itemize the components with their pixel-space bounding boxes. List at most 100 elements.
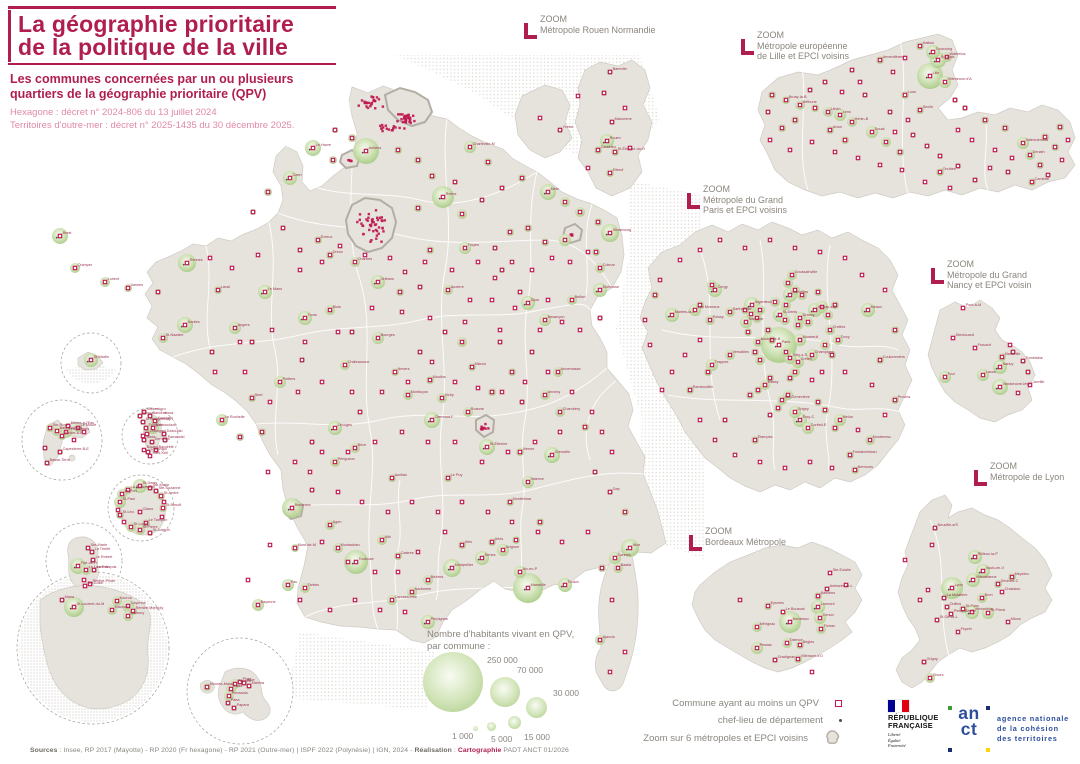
chef-lieu-dot [477,558,480,561]
commune-label: Toulouse [359,557,374,561]
commune-label: Ste-Eulalie [833,568,851,572]
qpv-marker [545,369,551,375]
qpv-marker [345,449,351,455]
qpv-cluster-square [396,120,399,123]
qpv-cluster-square [391,127,395,130]
qpv-marker [697,417,703,423]
qpv-marker [937,153,943,159]
commune-label: Lormont [821,602,836,606]
qpv-marker [137,483,143,489]
qpv-cluster-square [370,95,373,98]
commune-label: Le Mans [268,287,283,291]
qpv-marker [757,357,763,363]
chef-lieu-dot [330,428,333,431]
qpv-cluster-square [374,228,378,232]
qpv-cluster-square [368,228,371,232]
qpv-marker [812,307,818,313]
commune-label: Poitiers [283,377,296,381]
commune-label: Fort-de-Fr [81,561,99,565]
qpv-marker [88,357,94,363]
qpv-marker [812,105,818,111]
qpv-marker [402,269,408,275]
qpv-marker [237,679,243,685]
qpv-marker [525,479,531,485]
qpv-marker [1007,342,1013,348]
commune-label: Poissy [713,315,724,319]
qpv-marker [843,582,849,588]
commune-label: Frouard [978,343,991,347]
commune-label: St-Benoît [166,503,183,507]
qpv-marker [712,437,718,443]
commune-label: Perpignan [431,617,448,621]
qpv-marker [255,602,261,608]
inset-shape-bordeaux [691,541,863,673]
legend-circle-30000 [526,697,547,718]
qpv-marker [542,239,548,245]
zoom-label-bordeaux: ZOOM Bordeaux Métropole [689,526,786,551]
qpv-marker [742,245,748,251]
header-rule-bottom [8,62,336,65]
qpv-cluster-square [370,239,373,242]
qpv-marker [1010,349,1016,355]
qpv-marker [509,369,515,375]
qpv-cluster-square [370,102,373,105]
inset-shape-nancy [927,299,1036,423]
commune-label: Melun [843,415,853,419]
commune-label: St-Pierre [143,525,158,529]
qpv-marker [429,359,435,365]
qpv-marker [577,327,583,333]
qpv-marker [849,67,855,73]
qpv-marker [83,567,89,573]
chef-lieu-dot [785,295,788,298]
commune-label-layer: Le Havre Caen Amiens Reims Charleville-M Metz… [50,41,1050,707]
qpv-marker [422,259,428,265]
qpv-marker [226,693,232,699]
qpv-cluster-square [367,101,371,105]
qpv-marker [941,595,947,601]
commune-label: St-Genis-L [940,615,958,619]
qpv-marker [559,539,565,545]
commune-label: Pessac [760,643,773,647]
legend-row-cheflieu: chef-lieu de département [580,715,842,726]
chef-lieu-dot [423,622,426,625]
qpv-marker [345,559,351,565]
qpv-marker [452,439,458,445]
commune-label: Montreuil [803,335,819,339]
qpv-marker [862,92,868,98]
commune-label: Bron [985,593,993,597]
chef-lieu-dot [543,192,546,195]
commune-label: Lens [843,110,851,114]
commune-label: Arue [247,678,255,682]
chef-lieu-dot [86,360,89,363]
qpv-marker [779,397,785,403]
qpv-marker [489,539,495,545]
legend-sizes-title: Nombre d'habitants vivant en QPV, par co… [427,629,575,652]
qpv-marker [1037,162,1043,168]
qpv-cluster-square [398,126,401,130]
qpv-marker [818,626,824,632]
qpv-marker [425,577,431,583]
qpv-marker [899,167,905,173]
qpv-marker [549,452,555,458]
qpv-marker [379,389,385,395]
qpv-marker [930,49,936,55]
qpv-marker [363,148,369,154]
commune-label: Décines-C [1001,579,1019,583]
qpv-marker [997,384,1003,390]
qpv-marker [145,449,151,455]
qpv-marker [824,586,830,592]
qpv-marker [269,327,275,333]
commune-label: Colmar [603,263,616,267]
commune-label: Le Robert [96,555,114,559]
qpv-marker [917,597,923,603]
legend-circle-1000 [473,726,478,731]
qpv-marker [505,449,511,455]
qpv-marker [982,117,988,123]
commune-label: St-Denis [143,481,158,485]
qpv-cluster-square [408,120,411,123]
qpv-marker [289,505,295,511]
qpv-marker [599,429,605,435]
qpv-marker [757,459,763,465]
qpv-marker [42,445,48,451]
commune-label: Gradignan [778,655,796,659]
